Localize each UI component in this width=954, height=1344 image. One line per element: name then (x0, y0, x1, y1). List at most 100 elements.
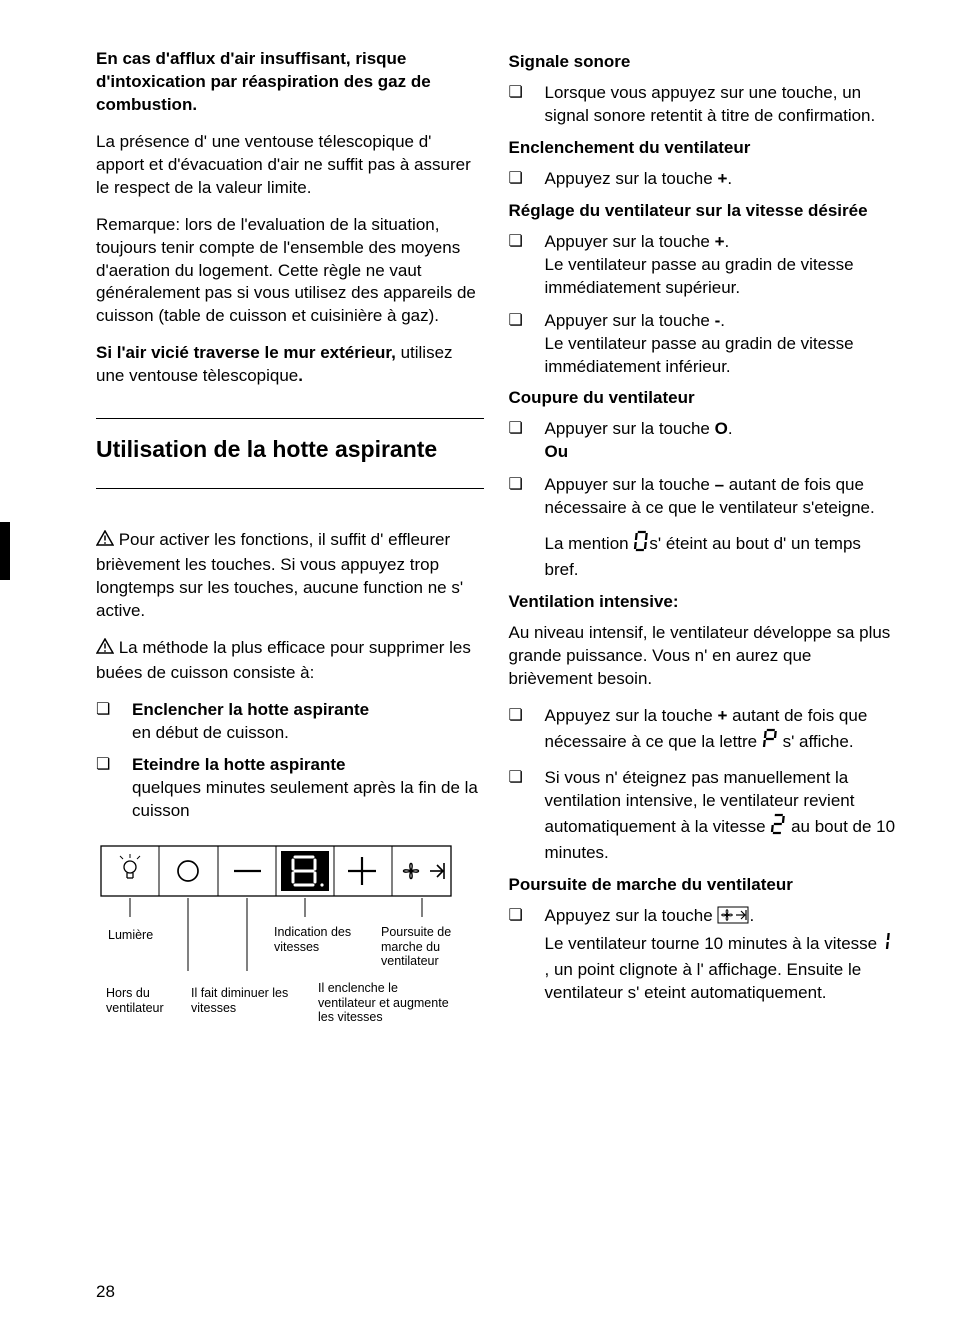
warning-heading: En cas d'afflux d'air insuffisant, risqu… (96, 48, 484, 117)
subheading: Signale sonore (509, 52, 897, 72)
paragraph: Au niveau intensif, le ventilateur dével… (509, 622, 897, 691)
text: , un point clignote à l' affichage. Ensu… (545, 960, 862, 1002)
text: Appuyer sur la touche (545, 475, 715, 494)
text-bold: Ou (545, 442, 569, 461)
bullet-square-icon: ❏ (509, 418, 545, 464)
list-text: Lorsque vous appuyez sur une touche, un … (545, 82, 897, 128)
section-rule (96, 488, 484, 489)
list-text: Appuyez sur la touche . Le ventilateur t… (545, 905, 897, 1006)
text-bold: + (717, 169, 727, 188)
text: Appuyez sur la touche (545, 706, 718, 725)
page-edge-tab (0, 522, 10, 580)
fan-arrow-button-icon (717, 906, 749, 931)
two-column-layout: En cas d'afflux d'air insuffisant, risqu… (96, 48, 896, 1046)
text: Le ventilateur tourne 10 minutes à la vi… (545, 934, 882, 953)
panel-label-enclenche: Il enclenche le ventilateur et augmente … (318, 981, 468, 1024)
list-text: Appuyer sur la touche -. Le ventilateur … (545, 310, 897, 379)
page-number: 28 (96, 1282, 115, 1302)
text: La mention (545, 534, 634, 553)
panel-label-lumiere: Lumière (108, 928, 168, 942)
seven-segment-1-icon (882, 930, 892, 959)
bullet-square-icon: ❏ (509, 231, 545, 300)
list-text: Appuyer sur la touche – autant de fois q… (545, 474, 897, 520)
bullet-square-icon: ❏ (509, 82, 545, 128)
panel-label-poursuite: Poursuite de marche du ventilateur (381, 925, 456, 968)
list-text: Eteindre la hotte aspirante quelques min… (132, 754, 484, 823)
control-panel-diagram: y1="57" x2="266" y2="130" stroke="#000"/… (96, 841, 466, 1046)
list-text: Appuyez sur la touche + autant de fois q… (545, 705, 897, 757)
subheading: Coupure du ventilateur (509, 388, 897, 408)
text: Appuyez sur la touche (545, 906, 718, 925)
panel-label-diminuer: Il fait diminuer les vitesses (191, 986, 311, 1015)
text: quelques minutes seulement après la fin … (132, 778, 478, 820)
bullet-square-icon: ❏ (509, 767, 545, 865)
list-item: ❏ Appuyez sur la touche . Le ventilateur… (509, 905, 897, 1006)
seven-segment-2-icon (770, 813, 786, 842)
list-text-continuation: La mention s' éteint au bout d' un temps… (545, 530, 897, 582)
text-bold: – (715, 475, 724, 494)
text: . (727, 169, 732, 188)
bullet-square-icon: ❏ (509, 705, 545, 757)
bullet-square-icon: ❏ (509, 310, 545, 379)
bullet-square-icon: ❏ (96, 699, 132, 745)
text-bold: + (715, 232, 725, 251)
list-item: ❏ Appuyer sur la touche – autant de fois… (509, 474, 897, 520)
subheading: Ventilation intensive: (509, 592, 897, 612)
list-item: ❏ Appuyez sur la touche +. (509, 168, 897, 191)
list-item: ❏ Appuyez sur la touche + autant de fois… (509, 705, 897, 757)
section-heading: Utilisation de la hotte aspirante (96, 435, 484, 464)
text: Le ventilateur passe au gradin de vitess… (545, 255, 854, 297)
list-item: ❏ Si vous n' éteignez pas manuellement l… (509, 767, 897, 865)
text: Pour activer les fonctions, il suffit d'… (96, 530, 463, 620)
text-bold: Enclencher la hotte aspirante (132, 700, 369, 719)
subheading: Enclenchement du ventilateur (509, 138, 897, 158)
text: . (728, 419, 733, 438)
list-item: ❏ Appuyer sur la touche O. Ou (509, 418, 897, 464)
panel-label-hors: Hors du ventilateur (106, 986, 176, 1015)
list-item: ❏ Eteindre la hotte aspirante quelques m… (96, 754, 484, 823)
list-item: ❏ Lorsque vous appuyez sur une touche, u… (509, 82, 897, 128)
text: Appuyer sur la touche (545, 311, 715, 330)
left-column: En cas d'afflux d'air insuffisant, risqu… (96, 48, 484, 1046)
text: Appuyer sur la touche (545, 419, 715, 438)
list-text: Appuyer sur la touche +. Le ventilateur … (545, 231, 897, 300)
text: . (720, 311, 725, 330)
list-item: ❏ Appuyer sur la touche -. Le ventilateu… (509, 310, 897, 379)
text-bold: O (715, 419, 728, 438)
text-bold: Si l'air vicié traverse le mur extérieur… (96, 343, 396, 362)
list-text: Enclencher la hotte aspirante en début d… (132, 699, 484, 745)
text: . (749, 906, 754, 925)
warning-triangle-icon (96, 530, 114, 554)
paragraph: Si l'air vicié traverse le mur extérieur… (96, 342, 484, 388)
bullet-square-icon: ❏ (509, 905, 545, 1006)
list-text: Appuyer sur la touche O. Ou (545, 418, 897, 464)
subheading: Réglage du ventilateur sur la vitesse dé… (509, 201, 897, 221)
text-bold: Eteindre la hotte aspirante (132, 755, 346, 774)
text: Appuyez sur la touche (545, 169, 718, 188)
bullet-square-icon: ❏ (96, 754, 132, 823)
text: . (725, 232, 730, 251)
text-bold: + (717, 706, 727, 725)
section-rule (96, 418, 484, 419)
list-item: ❏ Appuyer sur la touche +. Le ventilateu… (509, 231, 897, 300)
text: en début de cuisson. (132, 723, 289, 742)
bullet-square-icon: ❏ (509, 474, 545, 520)
right-column: Signale sonore ❏ Lorsque vous appuyez su… (509, 48, 897, 1046)
subheading: Poursuite de marche du ventilateur (509, 875, 897, 895)
paragraph: Pour activer les fonctions, il suffit d'… (96, 529, 484, 623)
text: Le ventilateur passe au gradin de vitess… (545, 334, 854, 376)
list-item: ❏ Enclencher la hotte aspirante en début… (96, 699, 484, 745)
panel-label-indication: Indication des vitesses (274, 925, 352, 954)
warning-triangle-icon (96, 638, 114, 662)
seven-segment-p-icon (762, 728, 778, 757)
paragraph: Remarque: lors de l'evaluation de la sit… (96, 214, 484, 329)
text: La méthode la plus efficace pour supprim… (96, 638, 471, 682)
text: s' affiche. (778, 732, 854, 751)
paragraph: La méthode la plus efficace pour supprim… (96, 637, 484, 685)
seven-segment-0-icon (633, 530, 649, 559)
paragraph: La présence d' une ventouse télescopique… (96, 131, 484, 200)
bullet-square-icon: ❏ (509, 168, 545, 191)
text: Appuyer sur la touche (545, 232, 715, 251)
list-text: Appuyez sur la touche +. (545, 168, 897, 191)
list-text: Si vous n' éteignez pas manuellement la … (545, 767, 897, 865)
